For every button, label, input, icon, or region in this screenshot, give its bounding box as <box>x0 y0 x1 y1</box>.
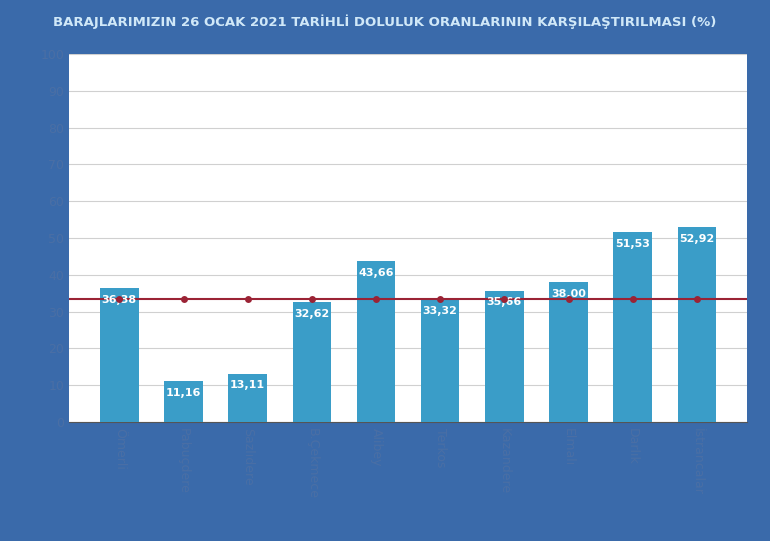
Text: 36,38: 36,38 <box>102 295 137 305</box>
Bar <box>421 299 460 422</box>
Text: 33,32: 33,32 <box>423 306 457 316</box>
Bar <box>293 302 331 422</box>
Bar <box>678 227 716 422</box>
Text: 38,00: 38,00 <box>551 289 586 299</box>
Text: BARAJLARIMIZIN 26 OCAK 2021 TARİHLİ DOLULUK ORANLARININ KARŞILAŞTIRILMASI (%): BARAJLARIMIZIN 26 OCAK 2021 TARİHLİ DOLU… <box>53 15 717 29</box>
Bar <box>100 288 139 422</box>
Text: 35,66: 35,66 <box>487 298 522 307</box>
Text: 43,66: 43,66 <box>358 268 393 278</box>
Text: 52,92: 52,92 <box>679 234 715 244</box>
Bar <box>549 282 588 422</box>
Text: 13,11: 13,11 <box>230 380 265 391</box>
Text: 11,16: 11,16 <box>166 387 201 398</box>
Text: 51,53: 51,53 <box>615 239 650 249</box>
Bar <box>357 261 395 422</box>
Text: 32,62: 32,62 <box>294 308 330 319</box>
Bar <box>485 291 524 422</box>
Bar <box>614 233 652 422</box>
Bar <box>164 381 203 422</box>
Bar <box>229 374 267 422</box>
